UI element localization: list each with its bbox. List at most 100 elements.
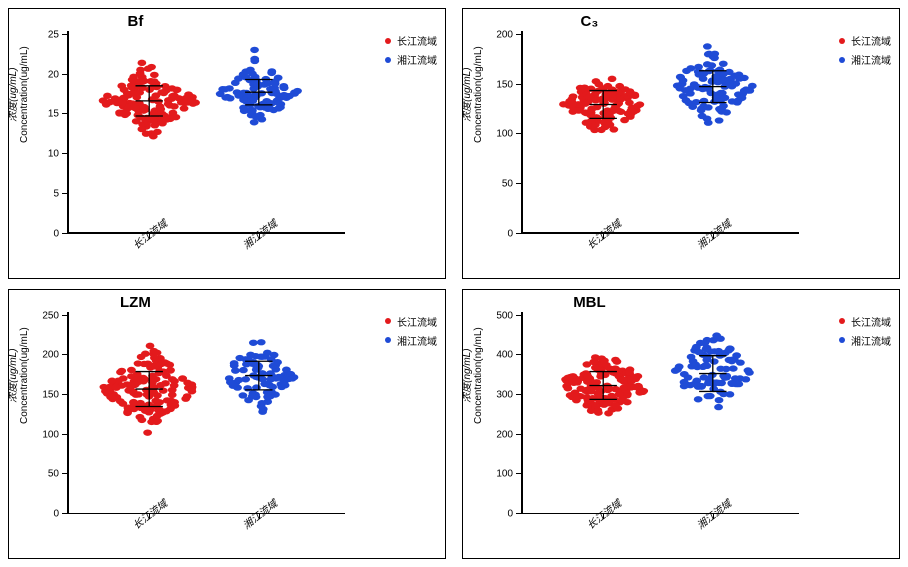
data-point <box>157 89 166 95</box>
legend-dot-icon <box>385 337 391 343</box>
legend-dot-icon <box>385 318 391 324</box>
data-point <box>147 64 156 70</box>
data-point <box>697 107 706 113</box>
data-point <box>745 369 754 375</box>
data-point <box>619 376 628 382</box>
data-point <box>136 70 145 76</box>
data-point <box>141 350 150 356</box>
data-point <box>611 402 620 408</box>
data-point <box>279 84 288 90</box>
data-point <box>633 103 642 109</box>
data-point <box>153 412 162 418</box>
data-point <box>710 99 719 105</box>
data-point <box>625 368 634 374</box>
data-point <box>279 92 288 98</box>
data-point <box>250 119 259 125</box>
data-point <box>724 347 733 353</box>
data-point <box>593 407 602 413</box>
data-point <box>694 382 703 388</box>
y-tick-label: 200 <box>496 429 513 440</box>
data-point <box>710 51 719 57</box>
data-point <box>714 403 723 409</box>
data-point <box>673 366 682 372</box>
data-point <box>156 106 165 112</box>
data-point <box>250 56 259 62</box>
data-point <box>607 91 616 97</box>
plot-area: 0100200300400500长江流域湘江流域 <box>521 316 795 515</box>
data-point <box>613 358 622 364</box>
legend-dot-icon <box>839 337 845 343</box>
legend-item: 长江流域 <box>385 314 437 329</box>
data-point <box>717 351 726 357</box>
data-point <box>704 392 713 398</box>
data-point <box>123 408 132 414</box>
data-point <box>271 80 280 86</box>
chart-title: Bf <box>9 13 262 30</box>
data-point <box>263 393 272 399</box>
data-point <box>679 77 688 83</box>
data-point <box>172 114 181 120</box>
data-point <box>703 43 712 49</box>
data-point <box>239 366 248 372</box>
data-point <box>606 122 615 128</box>
data-point <box>569 93 578 99</box>
data-point <box>268 383 277 389</box>
data-point <box>138 416 147 422</box>
legend-label: 长江流域 <box>851 314 891 329</box>
y-axis-label: 浓度(ug/mL)Concentration(ug/mL) <box>8 327 30 424</box>
data-point <box>231 367 240 373</box>
chart-grid: Bf长江流域湘江流域浓度(ug/mL)Concentration(ug/mL)0… <box>8 8 900 559</box>
data-point <box>170 103 179 109</box>
data-point <box>256 353 265 359</box>
legend-item: 长江流域 <box>385 33 437 48</box>
data-point <box>168 85 177 91</box>
data-point <box>621 86 630 92</box>
data-point <box>694 85 703 91</box>
data-point <box>603 83 612 89</box>
y-tick-label: 0 <box>507 228 513 239</box>
panel-lzm: LZM长江流域湘江流域浓度(ug/mL)Concentration(ug/mL)… <box>8 289 446 560</box>
data-point <box>230 360 239 366</box>
data-point <box>619 384 628 390</box>
data-point <box>226 379 235 385</box>
data-point <box>234 92 243 98</box>
y-tick-label: 50 <box>48 469 59 480</box>
y-axis-label: 浓度(ug/mL)Concentration(ug/mL) <box>462 47 484 144</box>
y-tick-label: 25 <box>48 30 59 41</box>
legend-item: 湘江流域 <box>839 52 891 67</box>
data-point <box>559 101 568 107</box>
data-point <box>601 395 610 401</box>
data-point <box>106 393 115 399</box>
y-tick-label: 15 <box>48 109 59 120</box>
data-point <box>162 372 171 378</box>
legend-label: 长江流域 <box>397 314 437 329</box>
legend-label: 长江流域 <box>397 33 437 48</box>
data-point <box>244 396 253 402</box>
legend-dot-icon <box>839 318 845 324</box>
scatter-layer <box>521 35 795 234</box>
y-tick-label: 200 <box>496 30 513 41</box>
data-point <box>140 360 149 366</box>
data-point <box>234 376 243 382</box>
legend-label: 湘江流域 <box>851 52 891 67</box>
data-point <box>150 78 159 84</box>
y-tick-label: 400 <box>496 350 513 361</box>
data-point <box>715 396 724 402</box>
legend-dot-icon <box>839 38 845 44</box>
data-point <box>143 429 152 435</box>
data-point <box>703 115 712 121</box>
legend-label: 湘江流域 <box>397 52 437 67</box>
data-point <box>726 391 735 397</box>
data-point <box>617 109 626 115</box>
legend-label: 湘江流域 <box>851 333 891 348</box>
data-point <box>627 108 636 114</box>
data-point <box>250 47 259 53</box>
data-point <box>275 373 284 379</box>
data-point <box>566 392 575 398</box>
data-point <box>183 379 192 385</box>
data-point <box>563 385 572 391</box>
y-tick-label: 200 <box>42 350 59 361</box>
chart-title: MBL <box>463 294 716 311</box>
data-point <box>111 95 120 101</box>
data-point <box>257 339 266 345</box>
